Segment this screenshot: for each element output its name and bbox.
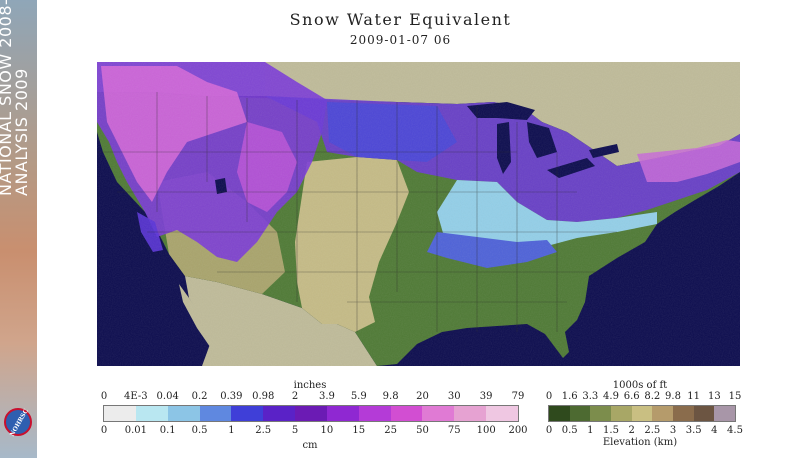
legend-tick: 3.9 <box>318 391 335 402</box>
swe-swatch <box>326 406 359 421</box>
legend-tick: 13 <box>707 391 721 402</box>
elevation-swatch <box>652 406 674 421</box>
swe-swatch <box>422 406 455 421</box>
elevation-swatch <box>569 406 591 421</box>
legend-tick: 75 <box>447 425 461 436</box>
side-banner: NATIONAL SNOW 2008- ANALYSIS 2009 NOHRSC <box>0 0 37 458</box>
swe-swatch <box>231 406 264 421</box>
swe-legend-bottom-unit: cm <box>302 440 318 451</box>
legend-tick: 3.3 <box>582 391 599 402</box>
legend-tick: 0.04 <box>156 391 179 402</box>
elev-legend-top-unit: 1000s of ft <box>612 380 668 391</box>
elev-legend-bottom-unit: Elevation (km) <box>602 437 678 448</box>
legend-tick: 6.6 <box>623 391 640 402</box>
legend-tick: 100 <box>476 425 496 436</box>
map-graphic <box>97 62 740 366</box>
legend-tick: 3 <box>669 425 677 436</box>
legend-tick: 2 <box>628 425 635 436</box>
legend-tick: 4.5 <box>727 425 743 436</box>
swe-swatch <box>358 406 391 421</box>
legend-tick: 1.6 <box>561 391 578 402</box>
legend-tick: 0.39 <box>220 391 243 402</box>
legend-tick: 0.5 <box>191 425 208 436</box>
legend-tick: 79 <box>511 391 525 402</box>
swe-color-bar <box>103 405 519 422</box>
legend-tick: 0.01 <box>124 425 147 436</box>
legend-tick: 3.5 <box>685 425 702 436</box>
elevation-swatch <box>549 406 570 421</box>
banner-line-2: ANALYSIS 2009 <box>12 68 31 196</box>
swe-swatch <box>199 406 232 421</box>
legend-tick: 1.5 <box>603 425 619 436</box>
legend-tick: 2.5 <box>255 425 272 436</box>
elevation-color-bar <box>548 405 736 422</box>
legend-tick: 5.9 <box>350 391 367 402</box>
elevation-swatch <box>611 406 632 421</box>
legend-tick: 30 <box>447 391 461 402</box>
legend-tick: 2.5 <box>644 425 661 436</box>
legend-tick: 20 <box>416 391 429 402</box>
legend-tick: 9.8 <box>382 391 399 402</box>
legend-tick: 0 <box>545 425 553 436</box>
legend-tick: 10 <box>320 425 334 436</box>
legend-tick: 4.9 <box>603 391 619 402</box>
elevation-swatch <box>590 406 612 421</box>
elevation-swatch <box>673 406 694 421</box>
map-title: Snow Water Equivalent <box>289 10 512 29</box>
legend-tick: 39 <box>479 391 493 402</box>
swe-swatch <box>295 406 327 421</box>
banner-text: NATIONAL SNOW 2008- ANALYSIS 2009 <box>0 0 31 196</box>
legend-tick: 200 <box>508 425 528 436</box>
legend-tick: 8.2 <box>644 391 661 402</box>
map-timestamp: 2009-01-07 06 <box>349 33 452 47</box>
legend-tick: 0 <box>545 391 553 402</box>
swe-swatch <box>454 406 487 421</box>
snow-map <box>97 62 740 366</box>
swe-swatch <box>486 406 518 421</box>
legend-tick: 4E-3 <box>124 391 148 402</box>
swe-swatch <box>263 406 296 421</box>
elevation-swatch <box>714 406 736 421</box>
legend-tick: 4 <box>711 425 718 436</box>
legend-tick: 0 <box>100 425 108 436</box>
swe-swatch <box>167 406 200 421</box>
elevation-swatch <box>693 406 715 421</box>
legend-tick: 9.8 <box>665 391 681 402</box>
legend-tick: 15 <box>352 425 366 436</box>
swe-legend-top-unit: inches <box>293 380 327 391</box>
legend-tick: 2 <box>291 391 299 402</box>
swe-swatch <box>104 406 136 421</box>
legend-tick: 0.98 <box>252 391 275 402</box>
legend-tick: 5 <box>291 425 299 436</box>
nohrsc-logo: NOHRSC <box>4 408 32 438</box>
legend-tick: 0.5 <box>561 425 578 436</box>
legend-tick: 15 <box>728 391 742 402</box>
swe-swatch <box>135 406 168 421</box>
legend-tick: 0.2 <box>191 391 208 402</box>
legend-tick: 0.1 <box>159 425 176 436</box>
legend-tick: 11 <box>687 391 701 402</box>
swe-swatch <box>390 406 423 421</box>
elevation-swatch <box>631 406 653 421</box>
legend-tick: 50 <box>416 425 429 436</box>
legend-tick: 0 <box>100 391 108 402</box>
legend-tick: 25 <box>384 425 397 436</box>
legend-tick: 1 <box>587 425 594 436</box>
legend-tick: 1 <box>228 425 235 436</box>
terrain-texture <box>97 62 740 366</box>
